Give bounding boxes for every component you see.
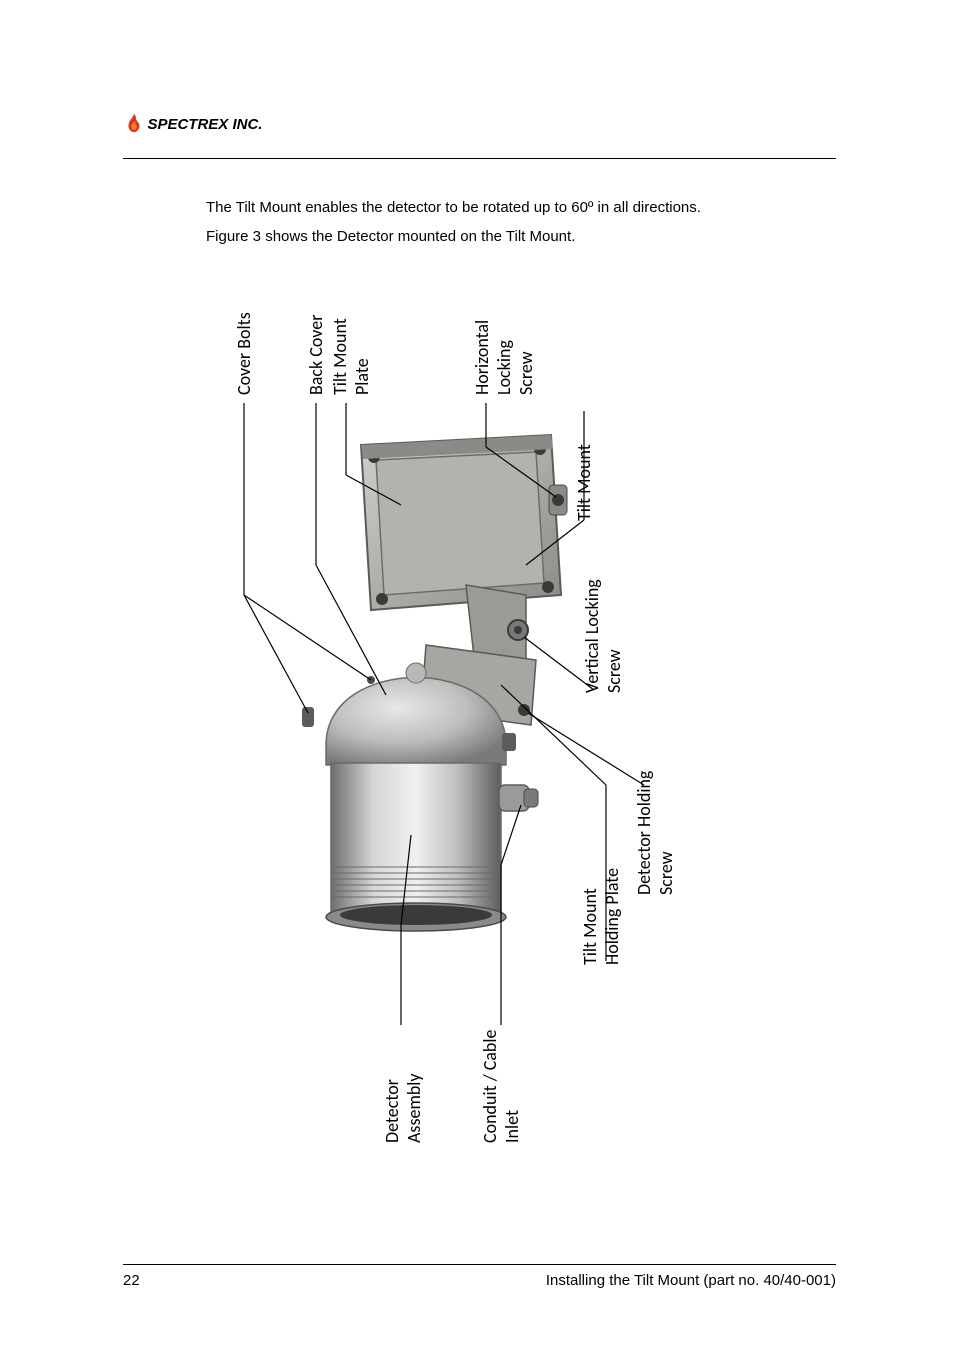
label-vert-lock-2: Screw: [603, 649, 625, 693]
footer: 22 Installing the Tilt Mount (part no. 4…: [123, 1272, 836, 1289]
label-tm-hold-1: Tilt Mount: [579, 888, 601, 965]
label-cover-bolts: Cover Bolts: [233, 312, 255, 395]
flame-icon: [123, 112, 145, 134]
footer-title: Installing the Tilt Mount (part no. 40/4…: [546, 1272, 836, 1289]
figure-svg: Cover Bolts Back Cover Tilt Mount Plate …: [206, 265, 741, 1165]
horizontal-locking-screw-shape: [549, 485, 567, 515]
conduit-inlet-shape: [499, 785, 538, 811]
label-det-hold-1: Detector Holding: [633, 770, 655, 895]
label-tilt-mount-right: Tilt Mount: [573, 444, 595, 521]
body-text: The Tilt Mount enables the detector to b…: [206, 194, 836, 251]
rule-bottom: [123, 1264, 836, 1265]
label-conduit-2: Inlet: [501, 1110, 523, 1143]
page-root: SPECTREX INC. The Tilt Mount enables the…: [0, 0, 954, 1351]
label-tm-hold-2: Holding Plate: [601, 868, 623, 965]
label-back-cover: Back Cover: [305, 315, 327, 395]
label-det-hold-2: Screw: [655, 851, 677, 895]
detector-body: [326, 763, 506, 931]
label-det-asm-1: Detector: [381, 1079, 403, 1143]
detector-holding-screw-shape: [518, 704, 530, 716]
label-tilt-mount-plate-1: Tilt Mount: [329, 318, 351, 395]
page-number: 22: [123, 1272, 140, 1289]
label-conduit-1: Conduit / Cable: [479, 1029, 501, 1143]
para-2: Figure 3 shows the Detector mounted on t…: [206, 223, 836, 252]
tilt-mount-plate-shape: [361, 435, 561, 610]
logo: SPECTREX INC.: [123, 112, 262, 134]
figure: Cover Bolts Back Cover Tilt Mount Plate …: [206, 265, 741, 1165]
label-horiz-3: Screw: [515, 351, 537, 395]
label-tilt-mount-plate-2: Plate: [351, 358, 373, 395]
para-1: The Tilt Mount enables the detector to b…: [206, 194, 836, 223]
label-horiz-1: Horizontal: [471, 320, 493, 395]
logo-text: SPECTREX INC.: [147, 116, 262, 133]
rule-top: [123, 158, 836, 159]
label-det-asm-2: Assembly: [403, 1073, 425, 1143]
label-horiz-2: Locking: [493, 340, 515, 395]
label-vert-lock-1: Vertical Locking: [581, 579, 603, 693]
